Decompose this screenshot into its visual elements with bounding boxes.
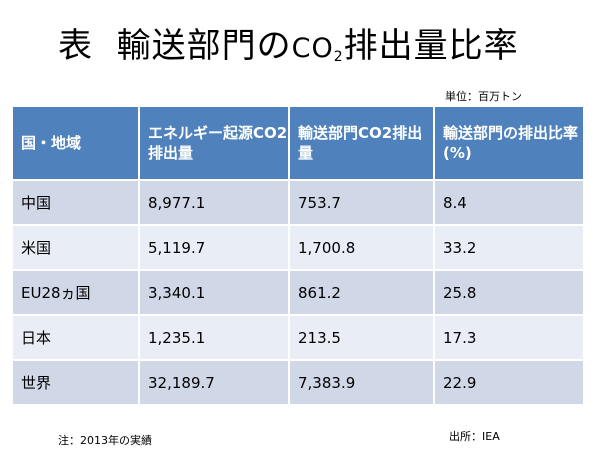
cell-ratio: 25.8 [433, 269, 585, 316]
table-row: 日本 1,235.1 213.5 17.3 [11, 314, 585, 361]
table-row: 中国 8,977.1 753.7 8.4 [11, 179, 585, 226]
header-region: 国・地域 [11, 105, 140, 181]
cell-energy-co2: 32,189.7 [138, 359, 290, 406]
table-row: 米国 5,119.7 1,700.8 33.2 [11, 224, 585, 271]
title-main: 輸送部門の [116, 26, 292, 66]
cell-transport-co2: 861.2 [288, 269, 435, 316]
header-transport-co2: 輸送部門CO2排出量 [288, 105, 435, 181]
header-transport-ratio: 輸送部門の排出比率(%) [433, 105, 585, 181]
cell-energy-co2: 3,340.1 [138, 269, 290, 316]
title-rest: 排出量比率 [343, 26, 519, 66]
cell-region: 日本 [11, 314, 140, 361]
table-row: 世界 32,189.7 7,383.9 22.9 [11, 359, 585, 406]
cell-ratio: 33.2 [433, 224, 585, 271]
emissions-table: 国・地域 エネルギー起源CO2排出量 輸送部門CO2排出量 輸送部門の排出比率(… [11, 105, 585, 406]
title-prefix: 表 [58, 26, 93, 66]
cell-energy-co2: 1,235.1 [138, 314, 290, 361]
unit-label: 単位：百万トン [445, 90, 522, 103]
header-energy-co2: エネルギー起源CO2排出量 [138, 105, 290, 181]
cell-transport-co2: 753.7 [288, 179, 435, 226]
cell-region: 米国 [11, 224, 140, 271]
cell-region: 世界 [11, 359, 140, 406]
source-label: 出所：IEA [449, 430, 500, 443]
cell-energy-co2: 5,119.7 [138, 224, 290, 271]
title-subscript: 2 [333, 49, 344, 65]
cell-region: EU28ヵ国 [11, 269, 140, 316]
cell-energy-co2: 8,977.1 [138, 179, 290, 226]
footnote: 注：2013年の実績 [58, 434, 152, 447]
table-header-row: 国・地域 エネルギー起源CO2排出量 輸送部門CO2排出量 輸送部門の排出比率(… [11, 105, 585, 181]
table-row: EU28ヵ国 3,340.1 861.2 25.8 [11, 269, 585, 316]
cell-transport-co2: 7,383.9 [288, 359, 435, 406]
cell-region: 中国 [11, 179, 140, 226]
title-co: CO [291, 33, 334, 64]
cell-transport-co2: 213.5 [288, 314, 435, 361]
page-title: 表 輸送部門のCO2排出量比率 [58, 18, 519, 67]
cell-ratio: 17.3 [433, 314, 585, 361]
cell-ratio: 22.9 [433, 359, 585, 406]
cell-ratio: 8.4 [433, 179, 585, 226]
cell-transport-co2: 1,700.8 [288, 224, 435, 271]
